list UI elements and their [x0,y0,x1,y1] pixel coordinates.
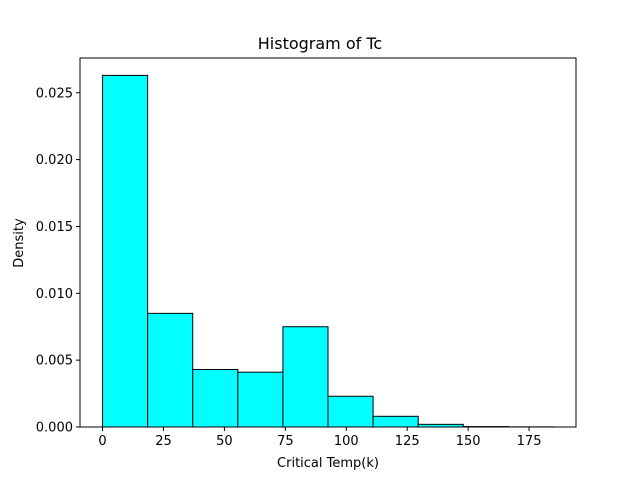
x-tick-label: 175 [517,434,542,449]
y-tick-label: 0.025 [36,86,73,101]
chart-title: Histogram of Tc [258,34,382,53]
y-tick-label: 0.000 [36,421,73,436]
x-axis-label: Critical Temp(k) [277,456,379,471]
y-axis-label: Density [12,218,27,268]
y-tick-label: 0.015 [36,220,73,235]
y-tick-label: 0.005 [36,354,73,369]
x-axis-ticks: 0 25 50 75 100 125 150 175 [98,427,541,449]
histogram-bar [102,74,149,428]
y-tick-label: 0.020 [36,153,73,168]
y-tick-label: 0.010 [36,287,73,302]
histogram-bar [192,369,239,428]
bars-group [102,74,554,428]
x-tick-label: 100 [334,434,359,449]
x-tick-label: 25 [155,434,172,449]
x-tick-label: 75 [277,434,294,449]
histogram-bar [282,326,329,428]
x-tick-label: 0 [98,434,106,449]
x-tick-label: 150 [456,434,481,449]
x-tick-label: 50 [216,434,233,449]
histogram-bar [147,312,194,428]
histogram-bar [237,371,284,428]
plot-frame [79,57,577,428]
histogram-bar [372,415,419,428]
histogram-bar [327,395,374,428]
y-axis-ticks: 0.000 0.005 0.010 0.015 0.020 0.025 [36,86,80,436]
x-tick-label: 125 [395,434,420,449]
